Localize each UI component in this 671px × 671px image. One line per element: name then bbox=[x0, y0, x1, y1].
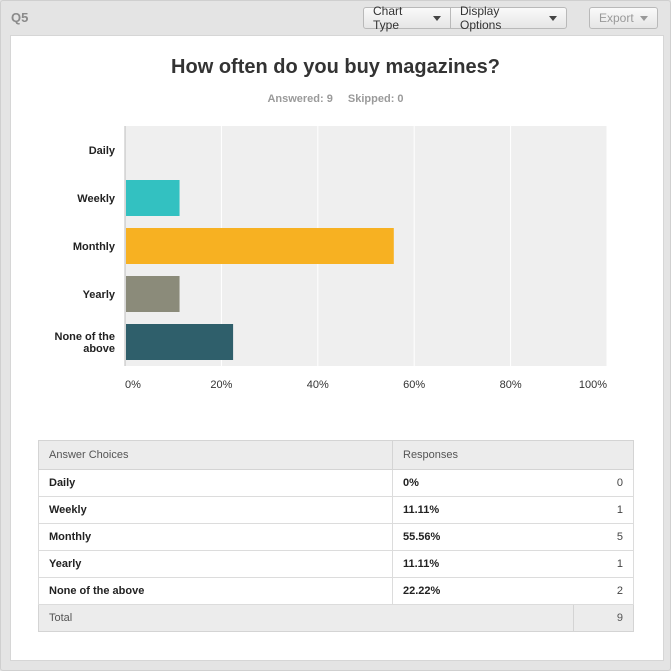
category-label: None of the above bbox=[55, 331, 116, 355]
chart-type-button[interactable]: Chart Type bbox=[363, 4, 451, 32]
display-options-label: Display Options bbox=[460, 4, 502, 32]
category-label: Yearly bbox=[83, 289, 116, 301]
row-count: 0 bbox=[573, 469, 634, 497]
table-row: Yearly 11.11% 1 bbox=[38, 550, 634, 578]
row-choice: Daily bbox=[38, 469, 393, 497]
row-percent: 11.11% bbox=[392, 496, 573, 524]
response-summary: Answered: 9 Skipped: 0 bbox=[0, 93, 671, 105]
results-table: Answer Choices Responses Daily 0% 0 Week… bbox=[38, 440, 634, 632]
table-row: Monthly 55.56% 5 bbox=[38, 523, 634, 551]
row-count: 1 bbox=[573, 496, 634, 524]
bar bbox=[126, 276, 180, 312]
skipped-count: Skipped: 0 bbox=[347, 93, 404, 105]
chart-title: How often do you buy magazines? bbox=[171, 56, 500, 78]
bar bbox=[126, 228, 394, 264]
x-tick-label: 100% bbox=[579, 379, 607, 391]
bar-chart: 0% 20% 40% 60% 80% 100% Daily Weekly Monthly Year… bbox=[55, 126, 608, 391]
row-percent: 11.11% bbox=[392, 550, 573, 578]
total-count: 9 bbox=[573, 604, 634, 632]
category-label: Weekly bbox=[77, 193, 116, 205]
x-tick-label: 0% bbox=[125, 379, 141, 391]
chevron-down-icon bbox=[639, 15, 648, 21]
category-label: Monthly bbox=[73, 241, 116, 253]
export-button[interactable]: Export bbox=[589, 7, 658, 29]
header-answer-choices: Answer Choices bbox=[38, 440, 393, 470]
x-tick-label: 20% bbox=[210, 379, 232, 391]
table-row: Daily 0% 0 bbox=[38, 469, 634, 497]
row-percent: 22.22% bbox=[392, 577, 573, 605]
table-row: Weekly 11.11% 1 bbox=[38, 496, 634, 524]
x-tick-label: 60% bbox=[403, 379, 425, 391]
row-percent: 0% bbox=[392, 469, 573, 497]
row-choice: Weekly bbox=[38, 496, 393, 524]
chart-type-label: Chart Type bbox=[373, 4, 403, 32]
display-options-button[interactable]: Display Options bbox=[450, 4, 567, 32]
row-count: 2 bbox=[573, 577, 634, 605]
total-label: Total bbox=[38, 604, 574, 632]
x-tick-label: 40% bbox=[307, 379, 329, 391]
table-row: None of the above 22.22% 2 bbox=[38, 577, 634, 605]
x-tick-label: 80% bbox=[500, 379, 522, 391]
row-percent: 55.56% bbox=[392, 523, 573, 551]
answered-count: Answered: 9 bbox=[267, 93, 333, 105]
bar bbox=[126, 324, 234, 360]
category-label: Daily bbox=[89, 145, 116, 157]
row-choice: None of the above bbox=[38, 577, 393, 605]
chevron-down-icon bbox=[549, 15, 557, 21]
row-choice: Monthly bbox=[38, 523, 393, 551]
chevron-down-icon bbox=[433, 15, 441, 21]
question-number: Q5 bbox=[11, 10, 29, 25]
table-total-row: Total 9 bbox=[38, 604, 634, 632]
export-label: Export bbox=[599, 11, 634, 25]
table-header-row: Answer Choices Responses bbox=[38, 440, 634, 470]
row-choice: Yearly bbox=[38, 550, 393, 578]
row-count: 5 bbox=[573, 523, 634, 551]
header-responses: Responses bbox=[392, 440, 634, 470]
row-count: 1 bbox=[573, 550, 634, 578]
bar bbox=[126, 180, 180, 216]
